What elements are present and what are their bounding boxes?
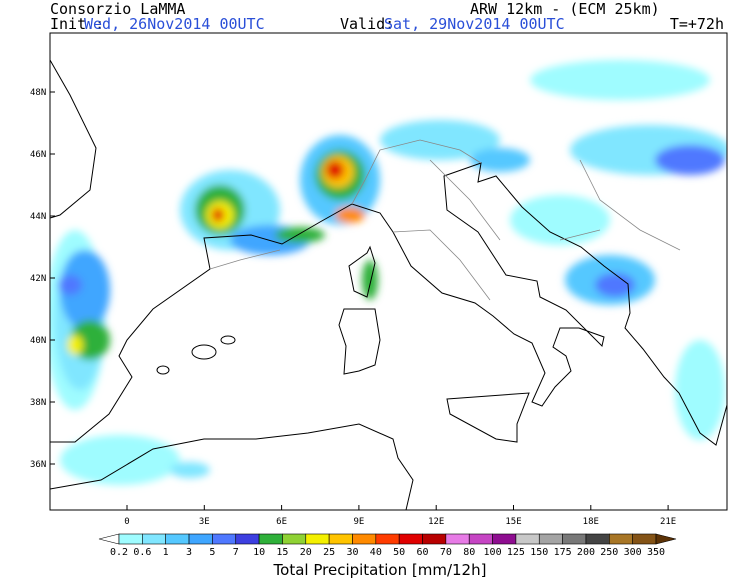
colorbar-box <box>142 533 166 545</box>
colorbar-label: 25 <box>323 547 335 558</box>
lon-label: 12E <box>428 517 444 527</box>
lon-label: 0 <box>124 517 129 527</box>
colorbar-label: 15 <box>276 547 288 558</box>
colorbar-box <box>585 533 610 545</box>
colorbar-label: 5 <box>209 547 215 558</box>
ibiza <box>156 365 170 375</box>
colorbar-min <box>98 533 120 545</box>
colorbar-label: 150 <box>530 547 548 558</box>
colorbar-box <box>445 533 470 545</box>
lon-label: 9E <box>353 517 364 527</box>
lon-label: 3E <box>199 517 210 527</box>
precip-field <box>50 60 727 485</box>
colorbar-label: 125 <box>507 547 525 558</box>
lat-label: 38N <box>30 398 46 408</box>
colorbar-label: 0.6 <box>133 547 151 558</box>
colorbar-label: 1 <box>163 547 169 558</box>
colorbar-box <box>538 533 563 545</box>
border <box>209 139 681 301</box>
colorbar-label: 10 <box>253 547 265 558</box>
graticule-labels: 48N 46N 44N 42N 40N 38N 36N 0 3E 6E 9E 12E 15E 18E 21E <box>30 88 676 527</box>
colorbar-box <box>212 533 237 545</box>
colorbar-label: 175 <box>554 547 572 558</box>
org-title: Consorzio LaMMA <box>50 0 185 18</box>
lat-label: 48N <box>30 88 46 98</box>
lat-label: 42N <box>30 274 46 284</box>
init-time: Wed, 26Nov2014 00UTC <box>84 15 265 33</box>
colorbar-label: 300 <box>624 547 642 558</box>
lead-time: T=+72h <box>670 15 724 33</box>
colorbar-box <box>328 533 353 545</box>
colorbar-box <box>515 533 540 545</box>
colorbar-label: 250 <box>600 547 618 558</box>
colorbar-box <box>375 533 400 545</box>
lon-label: 21E <box>660 517 676 527</box>
coastline <box>50 59 97 219</box>
sardinia <box>338 308 381 375</box>
colorbar-box <box>188 533 213 545</box>
colorbar-box <box>468 533 493 545</box>
colorbar-label: 200 <box>577 547 595 558</box>
africa <box>50 423 414 510</box>
menorca <box>220 335 236 345</box>
colorbar-label: 30 <box>346 547 358 558</box>
lat-label: 40N <box>30 336 46 346</box>
colorbar-label: 20 <box>300 547 312 558</box>
colorbar-box <box>352 533 377 545</box>
colorbar-box <box>118 533 143 545</box>
mallorca <box>191 344 217 360</box>
model-title: ARW 12km - (ECM 25km) <box>470 0 660 18</box>
colorbar-box <box>492 533 517 545</box>
lat-label: 36N <box>30 460 46 470</box>
colorbar-label: 3 <box>186 547 192 558</box>
colorbar-box <box>282 533 307 545</box>
map-frame <box>49 32 728 511</box>
sicily <box>446 392 530 443</box>
init-label: Init.: <box>50 15 104 33</box>
colorbar-label: 60 <box>416 547 428 558</box>
colorbar-box <box>562 533 587 545</box>
colorbar: 0.2 0.6 1 3 5 7 10 15 20 25 30 40 50 60 70 80 100 125 150 1… <box>98 533 677 558</box>
lon-label: 6E <box>276 517 287 527</box>
lon-label: 18E <box>583 517 599 527</box>
colorbar-label: 350 <box>647 547 665 558</box>
colorbar-box <box>422 533 447 545</box>
corsica <box>348 245 376 298</box>
colorbar-label: 40 <box>370 547 382 558</box>
colorbar-label: 70 <box>440 547 452 558</box>
colorbar-title: Total Precipitation [mm/12h] <box>273 561 487 579</box>
colorbar-box <box>398 533 423 545</box>
colorbar-box <box>165 533 190 545</box>
colorbar-max <box>655 533 677 545</box>
colorbar-box <box>235 533 260 545</box>
colorbar-box <box>632 533 657 545</box>
colorbar-box <box>609 533 633 545</box>
lat-label: 44N <box>30 212 46 222</box>
valid-time: Sat, 29Nov2014 00UTC <box>384 15 565 33</box>
colorbar-label: 0.2 <box>110 547 128 558</box>
coastline <box>50 162 727 446</box>
lon-label: 15E <box>505 517 521 527</box>
colorbar-box <box>305 533 330 545</box>
colorbar-label: 100 <box>484 547 502 558</box>
map-area <box>50 33 727 510</box>
colorbar-label: 50 <box>393 547 405 558</box>
colorbar-label: 7 <box>233 547 239 558</box>
valid-label: Valid: <box>340 15 394 33</box>
lat-label: 46N <box>30 150 46 160</box>
colorbar-label: 80 <box>463 547 475 558</box>
colorbar-box <box>258 533 283 545</box>
